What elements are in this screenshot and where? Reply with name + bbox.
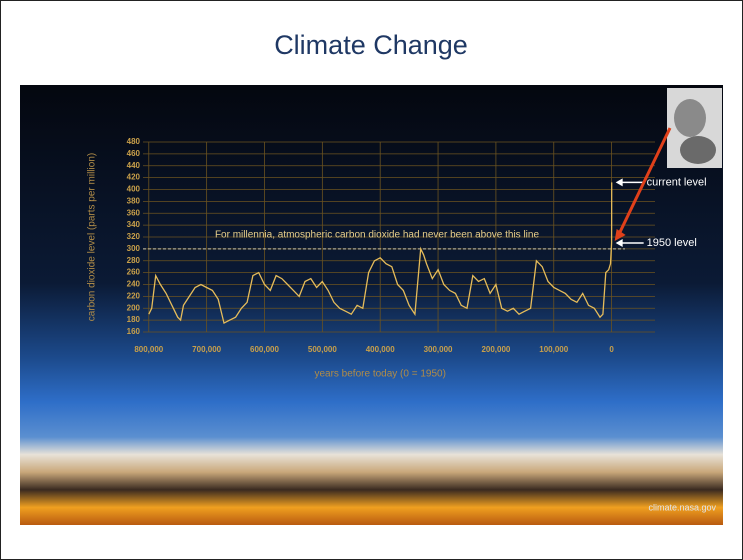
x-tick-label: 100,000: [539, 345, 568, 354]
x-tick-label: 500,000: [308, 345, 337, 354]
y-tick-label: 160: [127, 327, 141, 336]
y-tick-label: 220: [127, 291, 141, 300]
baby-photo: [667, 88, 722, 168]
credit: climate.nasa.gov: [648, 502, 716, 512]
y-tick-label: 200: [127, 303, 141, 312]
y-tick-label: 420: [127, 173, 141, 182]
x-tick-label: 300,000: [424, 345, 453, 354]
y-tick-label: 300: [127, 244, 141, 253]
y-tick-label: 480: [127, 137, 141, 146]
y-tick-label: 340: [127, 220, 141, 229]
y-axis-label: carbon dioxide level (parts per million): [87, 153, 98, 321]
level-1950-annotation: 1950 level: [647, 237, 697, 249]
x-tick-label: 400,000: [366, 345, 395, 354]
x-axis-label: years before today (0 = 1950): [314, 369, 445, 380]
x-tick-label: 200,000: [481, 345, 510, 354]
photo-face: [674, 99, 706, 137]
photo-body: [680, 136, 716, 164]
x-tick-label: 0: [609, 345, 614, 354]
slide-title: Climate Change: [274, 30, 468, 60]
x-tick-label: 700,000: [192, 345, 221, 354]
current-annotation: current level: [647, 176, 707, 188]
background-photo: [20, 85, 723, 525]
y-tick-label: 440: [127, 161, 141, 170]
y-tick-label: 280: [127, 256, 141, 265]
y-tick-label: 320: [127, 232, 141, 241]
y-tick-label: 240: [127, 280, 141, 289]
y-tick-label: 180: [127, 315, 141, 324]
x-tick-label: 600,000: [250, 345, 279, 354]
y-tick-label: 380: [127, 196, 141, 205]
slide: Climate Change climate.nasa.gov 160 180 20…: [0, 0, 743, 560]
y-tick-label: 400: [127, 185, 141, 194]
page: {"slide_title": "Climate Change", "credi…: [0, 0, 743, 560]
y-tick-label: 260: [127, 268, 141, 277]
x-tick-label: 800,000: [134, 345, 163, 354]
y-tick-label: 460: [127, 149, 141, 158]
threshold-annotation: For millennia, atmospheric carbon dioxid…: [215, 230, 540, 241]
y-tick-label: 360: [127, 208, 141, 217]
